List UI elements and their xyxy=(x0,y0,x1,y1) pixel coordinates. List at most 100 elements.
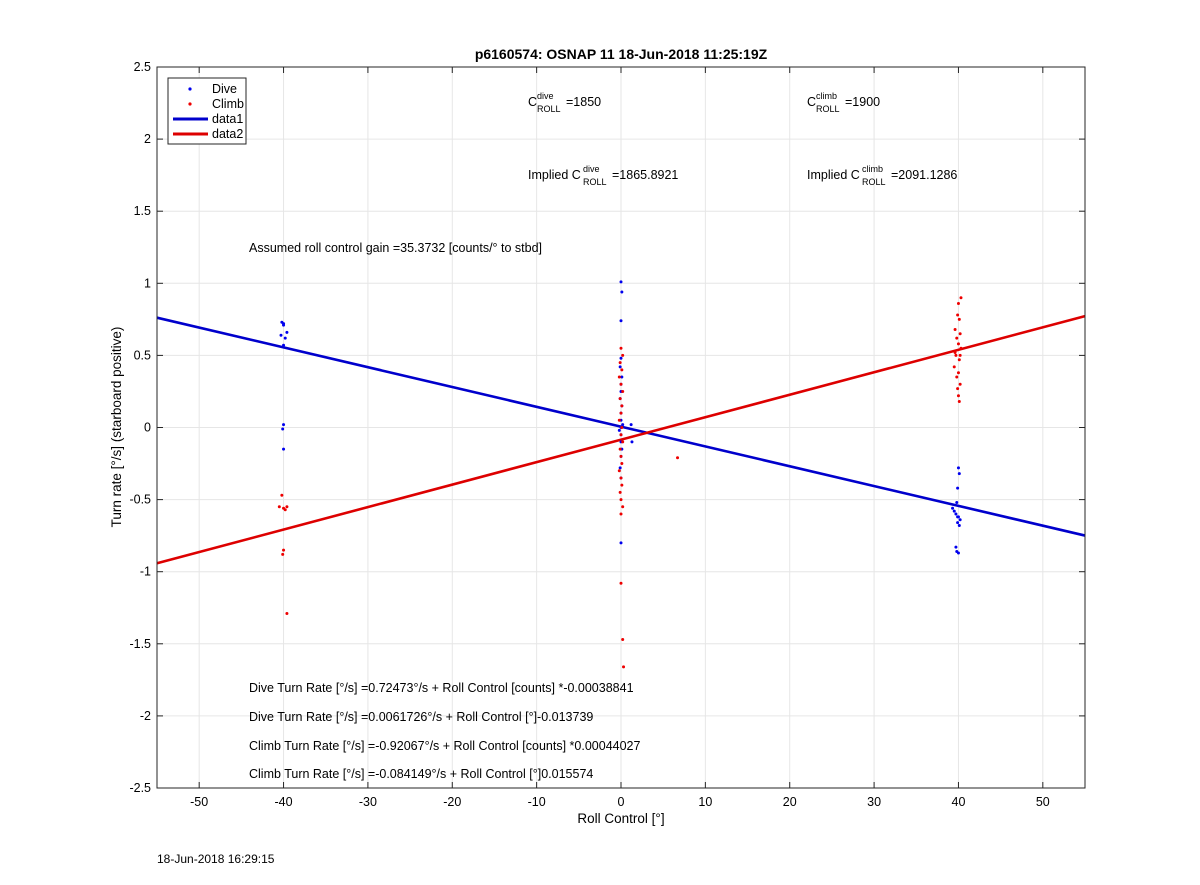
data-point-climb xyxy=(622,665,626,669)
implied-dive-value: =1865.8921 xyxy=(612,168,678,182)
data-point-dive xyxy=(618,466,622,470)
data-point-dive xyxy=(956,515,960,519)
data-point-climb xyxy=(619,411,623,415)
x-tick-label: 30 xyxy=(867,795,881,809)
y-tick-label: -2.5 xyxy=(129,781,151,795)
y-axis-label: Turn rate [°/s] (starboard positive) xyxy=(109,327,124,528)
data-point-dive xyxy=(954,512,958,516)
data-point-climb xyxy=(957,317,961,321)
y-tick-label: 0.5 xyxy=(134,348,151,362)
data-point-dive xyxy=(282,323,286,327)
data-point-climb xyxy=(959,296,963,300)
data-point-climb xyxy=(956,342,960,346)
data-point-climb xyxy=(959,346,963,350)
chart-title: p6160574: OSNAP 11 18-Jun-2018 11:25:19Z xyxy=(475,46,768,62)
data-point-climb xyxy=(620,483,624,487)
y-tick-label: 0 xyxy=(144,421,151,435)
equation-climb-counts: Climb Turn Rate [°/s] =-0.92067°/s + Rol… xyxy=(249,739,641,753)
c-roll-dive-sub: ROLL xyxy=(537,104,561,114)
data-point-dive xyxy=(280,320,284,324)
legend-label-data1: data1 xyxy=(212,112,243,126)
x-axis-label: Roll Control [°] xyxy=(577,811,664,826)
data-point-climb xyxy=(621,353,625,357)
data-point-climb xyxy=(957,400,961,404)
data-point-climb xyxy=(282,548,286,552)
x-tick-label: 10 xyxy=(698,795,712,809)
data-point-dive xyxy=(618,365,622,369)
implied-climb-sub: ROLL xyxy=(862,177,886,187)
y-tick-label: -0.5 xyxy=(129,493,151,507)
data-point-dive xyxy=(958,518,962,522)
legend: Dive Climb data1 data2 xyxy=(167,77,247,145)
data-point-climb xyxy=(956,313,960,317)
data-point-climb xyxy=(956,301,960,305)
data-point-climb xyxy=(618,397,622,401)
data-point-dive xyxy=(957,524,961,528)
data-point-climb xyxy=(955,336,959,340)
data-point-climb xyxy=(676,456,680,460)
c-roll-climb-base: C xyxy=(807,95,816,109)
data-point-dive xyxy=(285,330,289,334)
data-point-climb xyxy=(621,440,625,444)
roll-gain-annotation: Assumed roll control gain =35.3732 [coun… xyxy=(249,241,542,255)
data-point-climb xyxy=(954,353,958,357)
x-tick-label: -20 xyxy=(443,795,461,809)
equation-climb-degrees: Climb Turn Rate [°/s] =-0.084149°/s + Ro… xyxy=(249,767,593,781)
data-point-climb xyxy=(618,490,622,494)
data-point-climb xyxy=(620,462,624,466)
c-roll-climb-sub: ROLL xyxy=(816,104,840,114)
data-point-climb xyxy=(281,552,285,556)
y-tick-label: 2.5 xyxy=(134,60,151,74)
data-point-climb xyxy=(620,368,624,372)
data-point-climb xyxy=(619,581,623,585)
data-point-climb xyxy=(619,346,623,350)
data-point-climb xyxy=(958,353,962,357)
data-marks xyxy=(156,280,1086,669)
c-roll-climb-sup: climb xyxy=(816,91,837,101)
y-tick-label: 2 xyxy=(144,132,151,146)
data-point-climb xyxy=(619,498,623,502)
footer-timestamp: 18-Jun-2018 16:29:15 xyxy=(157,852,275,866)
data-point-dive xyxy=(951,506,955,510)
data-point-dive xyxy=(620,290,624,294)
legend-label-climb: Climb xyxy=(212,97,244,111)
data-point-climb xyxy=(621,637,625,641)
legend-marker-climb xyxy=(188,102,192,106)
data-point-climb xyxy=(619,433,623,437)
data-point-climb xyxy=(617,375,621,379)
data-point-dive xyxy=(619,541,623,545)
data-point-climb xyxy=(620,404,624,408)
equation-dive-counts: Dive Turn Rate [°/s] =0.72473°/s + Roll … xyxy=(249,681,634,695)
data-point-dive xyxy=(955,500,959,504)
data-point-dive xyxy=(956,551,960,555)
data-point-climb xyxy=(621,505,625,509)
annotation-c-roll-climb: C climb ROLL =1900 xyxy=(807,91,880,114)
data-point-climb xyxy=(285,505,289,509)
implied-dive-prefix: Implied C xyxy=(528,168,581,182)
data-point-climb xyxy=(958,382,962,386)
y-tick-label: 1 xyxy=(144,276,151,290)
x-tick-label: 50 xyxy=(1036,795,1050,809)
data-point-dive xyxy=(282,447,286,451)
data-point-climb xyxy=(617,469,621,473)
x-tick-label: 20 xyxy=(783,795,797,809)
c-roll-dive-sup: dive xyxy=(537,91,554,101)
x-tick-label: -10 xyxy=(528,795,546,809)
data-point-dive xyxy=(630,440,634,444)
legend-marker-dive xyxy=(188,87,192,91)
implied-dive-sub: ROLL xyxy=(583,177,607,187)
data-point-dive xyxy=(619,319,623,323)
data-point-climb xyxy=(619,454,623,458)
implied-climb-value: =2091.1286 xyxy=(891,168,957,182)
data-point-climb xyxy=(619,382,623,386)
data-point-climb xyxy=(619,512,623,516)
x-tick-label: -40 xyxy=(275,795,293,809)
implied-climb-prefix: Implied C xyxy=(807,168,860,182)
c-roll-climb-value: =1900 xyxy=(845,95,880,109)
data-point-dive xyxy=(952,509,956,513)
y-tick-label: 1.5 xyxy=(134,204,151,218)
data-point-climb xyxy=(958,332,962,336)
data-point-climb xyxy=(952,365,956,369)
y-tick-label: -1.5 xyxy=(129,637,151,651)
